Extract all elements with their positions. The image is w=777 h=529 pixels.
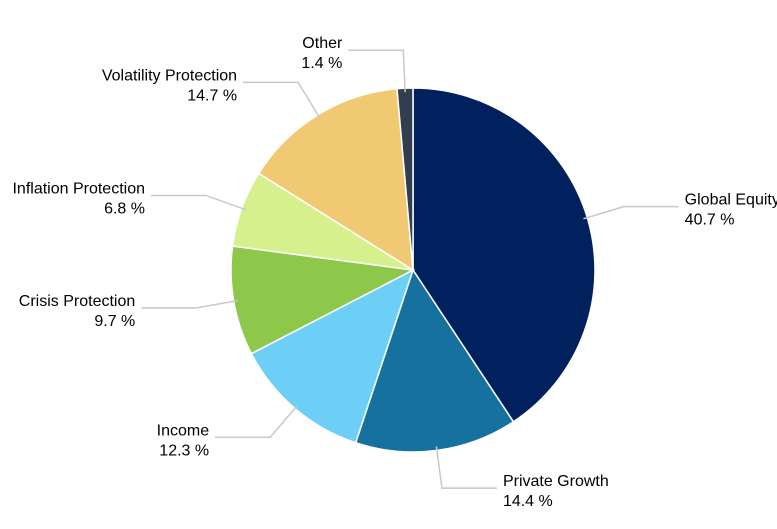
- slice-label: Other: [302, 35, 343, 52]
- slice-value: 6.8 %: [104, 200, 145, 217]
- slice-label: Crisis Protection: [19, 293, 135, 310]
- slice-value: 1.4 %: [301, 55, 342, 72]
- leader-line: [215, 404, 298, 439]
- leader-line: [151, 194, 246, 211]
- leader-line: [243, 81, 321, 119]
- leader-line: [348, 49, 406, 93]
- slice-label: Private Growth: [503, 473, 609, 490]
- slice-value: 14.7 %: [187, 87, 237, 104]
- slice-label: Income: [157, 422, 210, 439]
- leader-line: [435, 446, 497, 489]
- slice-value: 40.7 %: [685, 212, 735, 229]
- slice-value: 12.3 %: [159, 442, 209, 459]
- slice-value: 9.7 %: [94, 313, 135, 330]
- slice-label: Inflation Protection: [12, 180, 145, 197]
- leader-line: [583, 205, 679, 220]
- slice-label: Volatility Protection: [102, 67, 237, 84]
- leader-line: [141, 299, 238, 309]
- slice-value: 14.4 %: [503, 493, 553, 510]
- slice-label: Global Equity: [685, 192, 777, 209]
